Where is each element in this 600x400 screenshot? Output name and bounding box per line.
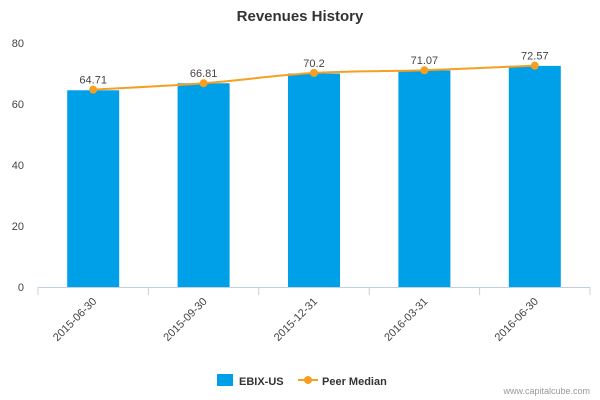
- data-label-2015-12-31: 70.2: [303, 58, 324, 70]
- bar-2015-12-31: [288, 73, 340, 287]
- x-tick-label-2016-03-31: 2016-03-31: [382, 296, 430, 344]
- data-label-2016-03-31: 71.07: [411, 55, 439, 67]
- bar-2015-06-30: [67, 90, 120, 288]
- data-label-2015-06-30: 64.71: [79, 75, 107, 87]
- x-tick-label-2015-12-31: 2015-12-31: [272, 296, 320, 344]
- line-series-peer-median: 64.71 66.81 70.2 71.07 72.57: [79, 51, 549, 94]
- y-tick-label-80: 80: [12, 38, 24, 50]
- legend-label-ebix-us[interactable]: EBIX-US: [239, 376, 284, 388]
- credit-text: www.capitalcube.com: [502, 386, 590, 396]
- peer-median-point-2016-03-31: [420, 66, 429, 75]
- y-axis: 0 20 40 60 80: [12, 38, 24, 294]
- legend-label-peer-median[interactable]: Peer Median: [322, 376, 387, 388]
- bar-2016-06-30: [508, 65, 561, 287]
- peer-median-point-2015-09-30: [199, 79, 208, 88]
- peer-median-point-2015-06-30: [89, 85, 98, 94]
- data-label-2015-09-30: 66.81: [190, 68, 218, 80]
- x-axis-labels: 2015-06-30 2015-09-30 2015-12-31 2016-03-31…: [51, 296, 541, 344]
- y-tick-label-40: 40: [12, 160, 24, 172]
- legend-swatch-ebix-us[interactable]: [217, 374, 233, 386]
- bar-2016-03-31: [398, 70, 451, 287]
- chart-title: Revenues History: [237, 8, 364, 25]
- y-tick-label-0: 0: [18, 282, 24, 294]
- legend-swatch-peer-median-marker[interactable]: [304, 376, 312, 384]
- bar-2015-09-30: [177, 83, 230, 287]
- legend[interactable]: EBIX-US Peer Median: [217, 374, 387, 388]
- data-label-2016-06-30: 72.57: [521, 51, 549, 63]
- peer-median-point-2015-12-31: [310, 68, 318, 77]
- x-tick-label-2015-09-30: 2015-09-30: [161, 296, 209, 344]
- x-tick-label-2015-06-30: 2015-06-30: [51, 296, 99, 344]
- y-tick-label-20: 20: [12, 221, 24, 233]
- bar-series-ebix-us: [67, 65, 561, 288]
- x-axis-ticks: [37, 287, 591, 295]
- peer-median-point-2016-06-30: [530, 61, 539, 70]
- x-tick-label-2016-06-30: 2016-06-30: [493, 296, 541, 344]
- y-tick-label-60: 60: [12, 99, 24, 111]
